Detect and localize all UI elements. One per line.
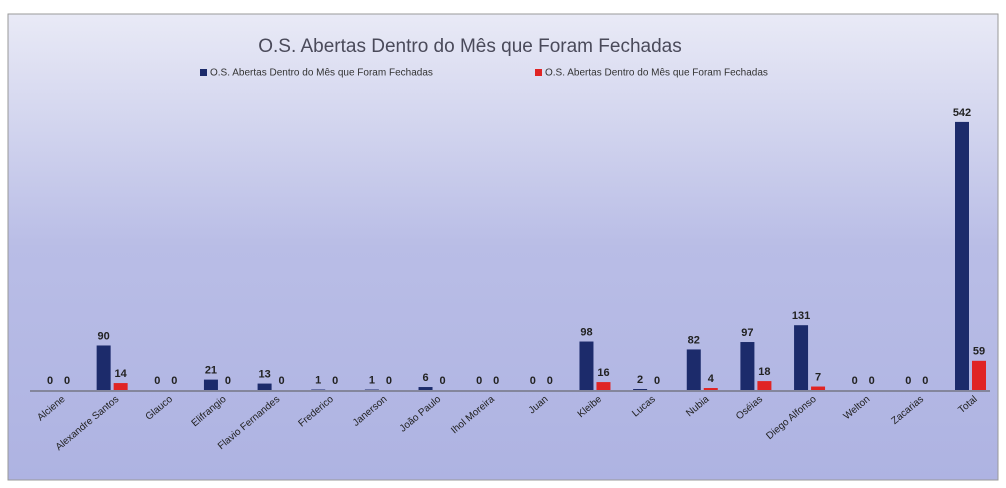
data-label: 0 xyxy=(386,375,392,387)
data-label: 0 xyxy=(852,375,858,387)
bar xyxy=(96,345,111,390)
data-label: 16 xyxy=(597,367,609,379)
bar xyxy=(113,383,128,390)
bar xyxy=(633,389,648,390)
data-label: 2 xyxy=(637,374,643,386)
data-label: 0 xyxy=(922,375,928,387)
data-label: 0 xyxy=(476,375,482,387)
data-label: 1 xyxy=(315,374,321,386)
bar xyxy=(686,349,701,390)
data-label: 7 xyxy=(815,371,821,383)
data-label: 0 xyxy=(154,375,160,387)
bar xyxy=(203,379,218,390)
data-label: 0 xyxy=(439,375,445,387)
data-label: 97 xyxy=(741,327,753,339)
plot-background xyxy=(7,13,999,481)
data-label: 0 xyxy=(869,375,875,387)
data-label: 82 xyxy=(688,334,700,346)
data-label: 131 xyxy=(792,310,810,322)
data-label: 18 xyxy=(758,366,770,378)
bar xyxy=(972,360,986,390)
data-label: 0 xyxy=(47,375,53,387)
data-label: 0 xyxy=(905,375,911,387)
data-label: 0 xyxy=(493,375,499,387)
data-label: 0 xyxy=(171,375,177,387)
bar xyxy=(257,383,272,390)
data-label: 59 xyxy=(973,346,985,358)
bar xyxy=(703,388,718,390)
legend-swatch xyxy=(535,69,542,76)
data-label: 0 xyxy=(530,375,536,387)
legend-label: O.S. Abertas Dentro do Mês que Foram Fec… xyxy=(210,68,433,79)
data-label: 0 xyxy=(332,375,338,387)
data-label: 6 xyxy=(422,372,428,384)
bar xyxy=(418,387,433,390)
data-label: 90 xyxy=(98,330,110,342)
bar xyxy=(740,342,755,390)
data-label: 0 xyxy=(64,375,70,387)
legend-label: O.S. Abertas Dentro do Mês que Foram Fec… xyxy=(545,68,768,79)
data-label: 1 xyxy=(369,374,375,386)
data-label: 21 xyxy=(205,365,217,377)
data-label: 0 xyxy=(547,375,553,387)
bar xyxy=(757,381,772,390)
data-label: 4 xyxy=(708,373,715,385)
data-label: 0 xyxy=(654,375,660,387)
data-label: 0 xyxy=(279,375,285,387)
data-label: 98 xyxy=(580,326,592,338)
data-label: 13 xyxy=(258,368,270,380)
bar xyxy=(811,386,826,390)
data-label: 0 xyxy=(225,375,231,387)
bar xyxy=(794,325,809,390)
chart-title: O.S. Abertas Dentro do Mês que Foram Fec… xyxy=(258,36,681,57)
data-label: 14 xyxy=(115,368,128,380)
bar xyxy=(955,121,969,391)
bar xyxy=(579,341,594,390)
bar xyxy=(596,382,611,390)
legend-swatch xyxy=(200,69,207,76)
data-label: 542 xyxy=(953,107,971,119)
